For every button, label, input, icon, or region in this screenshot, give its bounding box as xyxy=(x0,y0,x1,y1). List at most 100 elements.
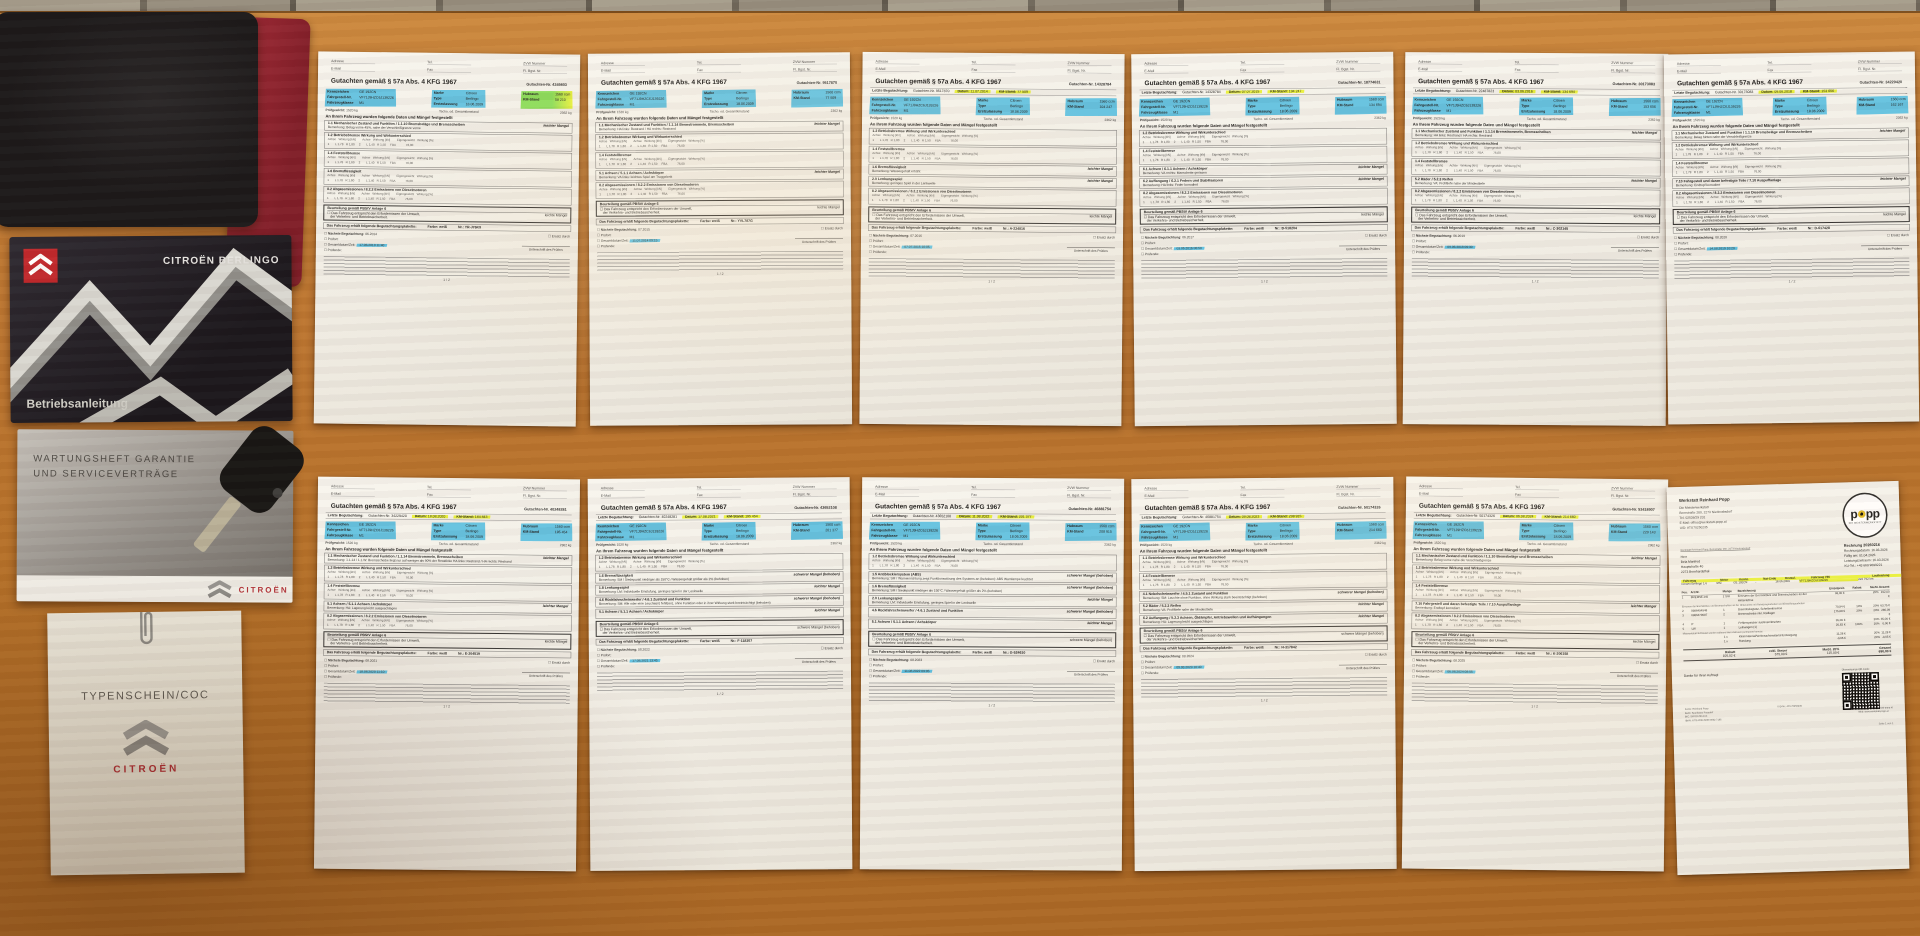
citroen-chevrons-icon xyxy=(207,580,232,599)
verdict-box: Beurteilung gemäß PBStV Anlage 6 ☐ Das F… xyxy=(595,619,844,637)
gutachten-title: Gutachten gemäß § 57a Abs. 4 KFG 1967 xyxy=(600,502,727,512)
booklet-bottom-band: CITROËN xyxy=(16,575,293,603)
envelope-brand: CITROËN xyxy=(113,763,180,776)
invoice-firm: Werkstatt Reinhard Popp xyxy=(1678,496,1730,503)
gutachten-document: Adresse E-Mail Tel. Fax ZVW Nummer Fl. Bgst… xyxy=(859,51,1125,427)
page-number: 1 / 2 xyxy=(1531,279,1539,284)
verdict-box: Beurteilung gemäß PBStV Anlage 6 ☐ Das F… xyxy=(868,630,1117,649)
last-inspection-row: Letzte Begutachtung: Gutachten-Nr. 50174… xyxy=(1413,512,1660,522)
plakette-row: Das Fahrzeug erhält folgende Begutachtun… xyxy=(1411,649,1660,659)
vehicle-data-block: Kennzeichen GE 192CN Fahrgestell-Nr. VF71J… xyxy=(1671,96,1908,117)
plakette-row: Das Fahrzeug erhält folgende Begutachtun… xyxy=(1139,643,1388,653)
gutachten-document: Adresse E-Mail Tel. Fax ZVW Nummer Fl. Bgst… xyxy=(1401,476,1669,872)
vehicle-data-block: Kennzeichen GE 192CN Fahrgestell-Nr. VF71J… xyxy=(1412,96,1661,116)
last-inspection-row: Letzte Begutachtung: Gutachten-Nr. 14328… xyxy=(1139,87,1386,97)
page-number: 1 / 2 xyxy=(716,272,724,277)
vehicle-data-block: Kennzeichen GE 192CN Fahrgestell-Nr. VF71J… xyxy=(325,88,573,110)
plakette-row: Das Fahrzeug erhält folgende Begutachtun… xyxy=(595,217,844,226)
car-key xyxy=(193,426,304,552)
findings-heading: An Ihrem Fahrzeug wurden folgende Daten … xyxy=(596,115,724,121)
paper-clip xyxy=(139,611,153,645)
plakette-row: Das Fahrzeug erhält folgende Begutachtun… xyxy=(868,648,1117,657)
gutachten-number: Gutachten-Nr. 46881754 xyxy=(1068,506,1112,512)
last-inspection-row: Letzte Begutachtung: Gutachten-Nr. 40248… xyxy=(595,512,842,521)
gutachten-title: Gutachten gemäß § 57a Abs. 4 KFG 1967 xyxy=(875,502,1001,511)
gutachten-document: Adresse E-Mail Tel. Fax ZVW Nummer Fl. Bgst… xyxy=(1131,476,1397,872)
last-inspection-row: Letzte Begutachtung: Gutachten-Nr. 22487… xyxy=(1413,87,1661,96)
invoice-items-table: Pos. Art.Nr. Menge Bezeichnung Einzelpreis Ra… xyxy=(1681,585,1891,645)
invoice: Werkstatt Reinhard Popp Die Meisterwerks… xyxy=(1666,480,1910,876)
vehicle-data-block: Kennzeichen GE 192CN Fahrgestell-Nr. VF71J… xyxy=(595,521,843,541)
vehicle-data-block: Kennzeichen GE 192CN Fahrgestell-Nr. VF71J… xyxy=(595,89,843,109)
fine-print xyxy=(597,250,844,273)
verdict-box: Beurteilung gemäß PBStV Anlage 6 ☐ Das F… xyxy=(1139,206,1388,225)
page-number: 1 / 2 xyxy=(988,703,996,708)
fine-print xyxy=(1411,258,1659,280)
fine-print xyxy=(596,670,844,693)
verdict-box: Beurteilung gemäß PBStV Anlage 6 ☐ Das F… xyxy=(1411,631,1660,650)
logo-dot-icon xyxy=(1857,510,1866,518)
verdict-box: Beurteilung gemäß PBStV Anlage 6 ☐ Das F… xyxy=(1139,625,1388,644)
envelope-title: TYPENSCHEIN/COC xyxy=(81,689,210,703)
verdict-box: Beurteilung gemäß PBStV Anlage 6 ☐ Das F… xyxy=(868,206,1117,225)
typenschein-envelope: TYPENSCHEIN/COC CITROËN xyxy=(47,610,245,876)
gutachten-number: Gutachten-Nr. 43652108 xyxy=(794,505,837,510)
black-document-wallet xyxy=(0,12,258,227)
gutachten-number: Gutachten-Nr. 34229420 xyxy=(1859,79,1903,85)
gutachten-title: Gutachten gemäß § 57a Abs. 4 KFG 1967 xyxy=(1677,77,1803,87)
gutachten-title: Gutachten gemäß § 57a Abs. 4 KFG 1967 xyxy=(601,77,727,87)
invoice-page-number: Seite 1 von 1 xyxy=(1878,722,1894,726)
fine-print xyxy=(1411,682,1658,706)
verdict-box: Beurteilung gemäß PBStV Anlage 6 ☐ Das F… xyxy=(1411,206,1661,225)
fine-print xyxy=(868,682,1115,704)
gutachten-title: Gutachten gemäß § 57a Abs. 4 KFG 1967 xyxy=(1144,502,1271,512)
booklet-brand: CITROËN xyxy=(238,584,289,595)
gutachten-document: Adresse E-Mail Tel. Fax ZVW Nummer Fl. Bgst… xyxy=(1131,51,1397,427)
manual-brand: CITROËN BERLINGO xyxy=(162,255,280,267)
fine-print xyxy=(323,255,570,279)
findings-heading: An Ihrem Fahrzeug wurden folgende Daten … xyxy=(869,547,997,553)
popp-logo: p pp DIE MEISTERWERKSTATT xyxy=(1841,492,1889,539)
plakette-row: Das Fahrzeug erhält folgende Begutachtun… xyxy=(1411,224,1661,233)
gutachten-number: Gutachten-Nr. 4349803 xyxy=(526,81,567,87)
gutachten-title: Gutachten gemäß § 57a Abs. 4 KFG 1967 xyxy=(1418,501,1545,511)
fine-print xyxy=(1141,676,1388,700)
owners-manual: CITROËN BERLINGO Betriebsanleitung xyxy=(9,235,293,423)
gutachten-title: Gutachten gemäß § 57a Abs. 4 KFG 1967 xyxy=(330,501,457,511)
vehicle-info-row: Fahrzeug Motor Kennz. Nat-Code Erstzul. Fahrz… xyxy=(1681,573,1903,586)
citroen-logo-red xyxy=(23,248,58,283)
gutachten-document: Adresse E-Mail Tel. Fax ZVW Nummer Fl. Bgst… xyxy=(313,51,581,427)
gutachten-document: Adresse E-Mail Tel. Fax ZVW Nummer Fl. Bgst… xyxy=(1402,52,1669,426)
plakette-row: Das Fahrzeug erhält folgende Begutachtun… xyxy=(323,649,572,659)
gutachten-number: Gutachten-Nr. 9517870 xyxy=(796,80,838,86)
last-inspection-row: Letzte Begutachtung: Gutachten-Nr. 46881… xyxy=(1139,512,1386,522)
plakette-row: Das Fahrzeug erhält folgende Begutachtun… xyxy=(1139,224,1388,234)
gutachten-title: Gutachten gemäß § 57a Abs. 4 KFG 1967 xyxy=(1144,77,1271,87)
last-inspection-row: Letzte Begutachtung: Gutachten-Nr. 95178… xyxy=(870,87,1117,97)
gutachten-number: Gutachten-Nr. 14328784 xyxy=(1068,81,1112,87)
vehicle-data-block: Kennzeichen GE 192CN Fahrgestell-Nr. VF71J… xyxy=(869,96,1117,117)
gutachten-number: Gutachten-Nr. 30173083 xyxy=(1612,81,1656,87)
gutachten-document: Adresse E-Mail Tel. Fax ZVW Nummer Fl. Bgst… xyxy=(1663,51,1920,425)
page-number: 1 / 2 xyxy=(716,692,724,697)
manual-title: Betriebsanleitung xyxy=(26,396,128,411)
vehicle-data-block: Kennzeichen GE 192CN Fahrgestell-Nr. VF71J… xyxy=(1139,521,1387,542)
gutachten-document: Adresse E-Mail Tel. Fax ZVW Nummer Fl. Bgst… xyxy=(313,476,581,872)
gutachten-document: Adresse E-Mail Tel. Fax ZVW Nummer Fl. Bgst… xyxy=(587,52,853,426)
tiled-floor xyxy=(0,0,1920,13)
gutachten-number: Gutachten-Nr. 18774631 xyxy=(1337,79,1381,85)
customer-block: Werkstatt Reinhard Popp, Bernstraße 280,… xyxy=(1680,547,1751,574)
last-inspection-row: Letzte Begutachtung: Gutachten-Nr. 34229… xyxy=(325,512,572,522)
vehicle-data-block: Kennzeichen GE 192CN Fahrgestell-Nr. VF71J… xyxy=(1139,96,1387,117)
gutachten-number: Gutachten-Nr. 53418907 xyxy=(1612,506,1655,512)
gutachten-title: Gutachten gemäß § 57a Abs. 4 KFG 1967 xyxy=(330,76,457,86)
verdict-box: Beurteilung gemäß PBStV Anlage 6 ☐ Das F… xyxy=(1672,206,1910,225)
last-inspection-row: Letzte Begutachtung: Gutachten-Nr. 43652… xyxy=(869,512,1116,521)
vehicle-data-block: Kennzeichen GE 192CN Fahrgestell-Nr. VF71J… xyxy=(1413,521,1661,542)
plakette-row: Das Fahrzeug erhält folgende Begutachtun… xyxy=(595,637,844,646)
gutachten-title: Gutachten gemäß § 57a Abs. 4 KFG 1967 xyxy=(1418,77,1544,86)
service-booklet: WARTUNGSHEFT GARANTIE UND SERVICEVERTRÄG… xyxy=(16,429,294,603)
fine-print xyxy=(1674,257,1910,281)
verdict-box: Beurteilung gemäß PBStV Anlage 6 ☐ Das F… xyxy=(323,204,572,224)
gutachten-document: Adresse E-Mail Tel. Fax ZVW Nummer Fl. Bgst… xyxy=(587,477,853,871)
